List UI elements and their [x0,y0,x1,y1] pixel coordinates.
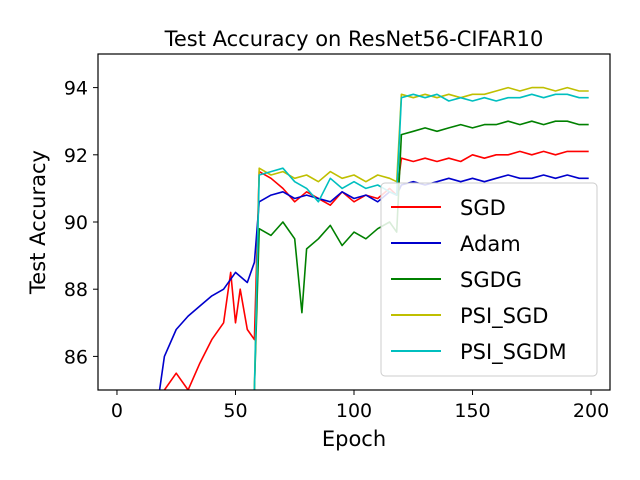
legend-label-sgd: SGD [460,196,506,220]
x-tick-label: 150 [454,400,490,422]
y-axis-label: Test Accuracy [26,150,50,295]
y-axis: 86 88 90 92 94 [64,78,98,368]
legend-label-psi-sgdm: PSI_SGDM [460,340,567,365]
y-tick-label: 90 [64,212,88,234]
legend-label-adam: Adam [460,232,521,256]
chart-title: Test Accuracy on ResNet56-CIFAR10 [164,27,544,51]
y-tick-label: 86 [64,346,88,368]
series-line-psi-sgdm [253,93,589,390]
legend-label-sgdg: SGDG [460,268,522,292]
y-tick-label: 94 [64,78,88,100]
x-tick-label: 100 [336,400,372,422]
legend-box [380,182,598,377]
series-line-adam [158,174,589,390]
x-axis: 0 50 100 150 200 [111,390,609,422]
x-tick-label: 0 [111,400,123,422]
series-line-psi-sgd [253,86,589,390]
legend-label-psi-sgd: PSI_SGD [460,304,548,329]
legend: SGD Adam SGDG PSI_SGD PSI_SGDM [380,182,598,377]
y-tick-label: 88 [64,279,88,301]
y-tick-label: 92 [64,145,88,167]
x-axis-label: Epoch [322,427,386,451]
x-tick-label: 50 [223,400,247,422]
series-line-sgdg [253,120,589,390]
series-layer [158,86,589,390]
x-tick-label: 200 [573,400,609,422]
